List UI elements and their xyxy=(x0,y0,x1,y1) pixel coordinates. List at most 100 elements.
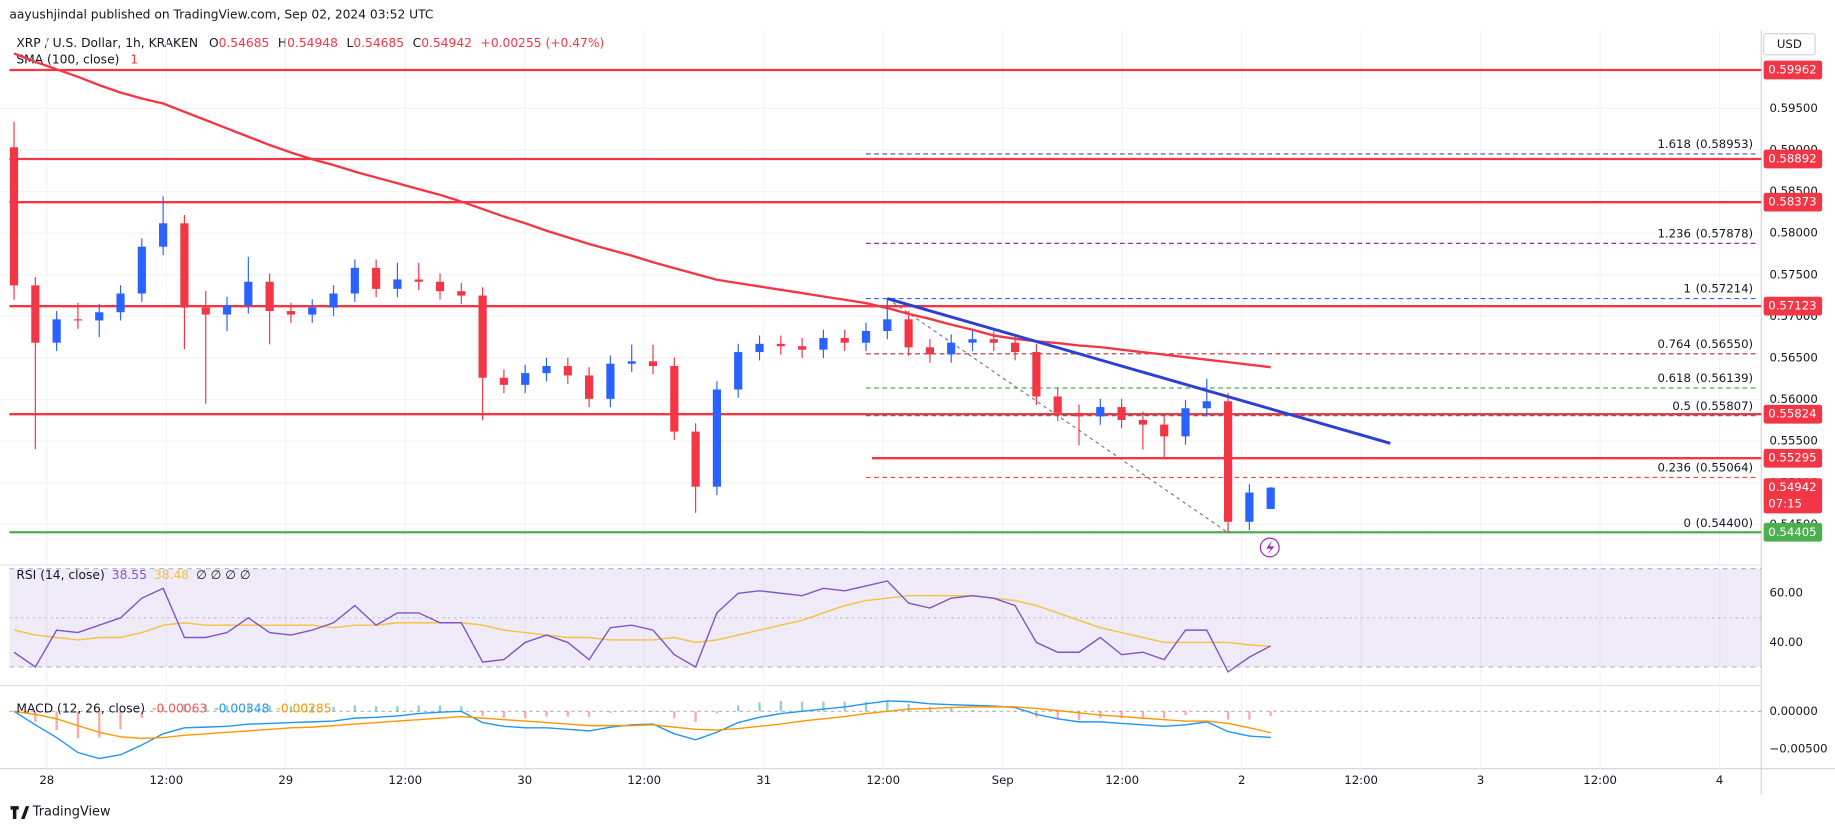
candle-body xyxy=(925,347,935,355)
candle-body xyxy=(180,223,189,308)
legend-value: -0.00285 xyxy=(276,701,331,715)
sma-legend: SMA (100, close) 1 xyxy=(16,52,138,66)
histogram-bar xyxy=(119,711,122,730)
time-label: 28 xyxy=(39,773,54,787)
histogram-bar xyxy=(800,701,804,712)
time-label: 29 xyxy=(278,773,293,787)
histogram-bar xyxy=(822,701,825,712)
legend-value: 38.55 xyxy=(112,568,147,582)
time-label: 12:00 xyxy=(627,773,661,787)
histogram-bar xyxy=(353,705,356,712)
level-price-label: 0.55824 xyxy=(1768,407,1816,421)
candle-body xyxy=(798,346,807,350)
y-tick-label: 0.59500 xyxy=(1769,101,1817,115)
currency-box[interactable] xyxy=(1763,33,1816,56)
candle-body xyxy=(989,339,998,343)
candle-body xyxy=(308,307,317,315)
candle-body xyxy=(372,267,381,289)
histogram-bar xyxy=(1226,711,1230,720)
candle-body xyxy=(606,363,615,399)
candle-body xyxy=(1181,408,1190,437)
y-tick-label: 0.57500 xyxy=(1769,267,1817,281)
o-prefix: O xyxy=(209,36,219,50)
histogram-bar xyxy=(183,703,186,712)
l-prefix: L xyxy=(346,36,353,50)
rsi-line xyxy=(13,595,1271,647)
level-price-label: 0.57123 xyxy=(1768,299,1816,313)
fib-price: (0.55064) xyxy=(1696,461,1753,475)
candle-body xyxy=(435,281,445,292)
candle-body xyxy=(1266,487,1275,509)
rsi-band xyxy=(9,568,1762,667)
histogram-bar xyxy=(140,711,144,719)
symbol: XRP / U.S. Dollar, 1h, KRAKEN xyxy=(16,36,198,50)
candle-body xyxy=(137,246,146,294)
histogram-bar xyxy=(481,711,484,716)
candle-body xyxy=(819,338,828,350)
candle-body xyxy=(1245,492,1254,522)
histogram-bar xyxy=(311,706,314,712)
fib-ratio: 1 xyxy=(1684,282,1691,296)
time-label: 2 xyxy=(1238,773,1245,787)
histogram-bar xyxy=(737,705,740,712)
histogram-bar xyxy=(1013,711,1017,713)
candle-body xyxy=(159,223,168,247)
level-price-box xyxy=(1763,448,1823,468)
histogram-bar xyxy=(673,711,676,719)
fib-price: (0.57214) xyxy=(1696,282,1753,296)
histogram-bar xyxy=(289,706,293,712)
symbol-header: XRP / U.S. Dollar, 1h, KRAKEN O0.54685 H… xyxy=(16,36,604,50)
fib-ratio: 0.5 xyxy=(1672,399,1691,413)
time-label: 4 xyxy=(1716,773,1723,787)
candle-body xyxy=(1096,407,1105,417)
candle-body xyxy=(9,147,19,286)
candle-body xyxy=(222,305,232,315)
countdown: 07:15 xyxy=(1768,496,1802,510)
legend-value: -0.00063 xyxy=(152,701,207,715)
candle-body xyxy=(478,295,487,378)
histogram-bar xyxy=(971,709,974,712)
histogram-bar xyxy=(438,705,442,712)
histogram-bar xyxy=(1163,711,1166,719)
candle-body xyxy=(563,366,572,376)
histogram-bar xyxy=(396,706,399,712)
fib-ratio: 0.236 xyxy=(1657,461,1690,475)
y-tick-label: 0.00000 xyxy=(1769,704,1817,718)
fib-price: (0.57878) xyxy=(1696,226,1753,240)
histogram-bar xyxy=(1205,711,1208,713)
histogram-bar xyxy=(758,702,761,712)
candle-body xyxy=(712,389,722,487)
candle-body xyxy=(1053,396,1062,413)
fib-price: (0.54400) xyxy=(1696,516,1753,530)
level-price-label: 0.58373 xyxy=(1768,195,1816,209)
fib-ratio: 0.764 xyxy=(1657,337,1690,351)
candle-body xyxy=(329,293,338,308)
fib-ratio: 1.236 xyxy=(1657,226,1690,240)
candle-body xyxy=(201,307,210,315)
candle-body xyxy=(1032,352,1041,397)
candle-body xyxy=(968,339,977,343)
fib-price: (0.56139) xyxy=(1696,371,1753,385)
candle-body xyxy=(31,285,40,343)
time-label: 3 xyxy=(1477,773,1484,787)
macd-line xyxy=(13,706,1271,740)
histogram-bar xyxy=(651,710,655,712)
candle-body xyxy=(861,330,871,343)
footer-logo: TradingView xyxy=(10,804,110,819)
histogram-bar xyxy=(545,711,548,717)
level-price-box xyxy=(1763,404,1823,424)
histogram-bar xyxy=(502,711,506,719)
candle-body xyxy=(457,291,466,296)
currency: USD xyxy=(1777,37,1802,51)
level-price-label: 0.59962 xyxy=(1768,62,1816,76)
time-label: 31 xyxy=(756,773,771,787)
candle-body xyxy=(691,431,700,487)
level-price-label: 0.58892 xyxy=(1768,152,1816,166)
time-label: 12:00 xyxy=(1344,773,1378,787)
candle-body xyxy=(670,366,679,432)
fib-price: (0.56550) xyxy=(1696,337,1753,351)
publisher-line: aayushjindal published on TradingView.co… xyxy=(9,8,433,22)
histogram-bar xyxy=(98,711,101,738)
level-price-label: 0.54405 xyxy=(1768,525,1816,539)
